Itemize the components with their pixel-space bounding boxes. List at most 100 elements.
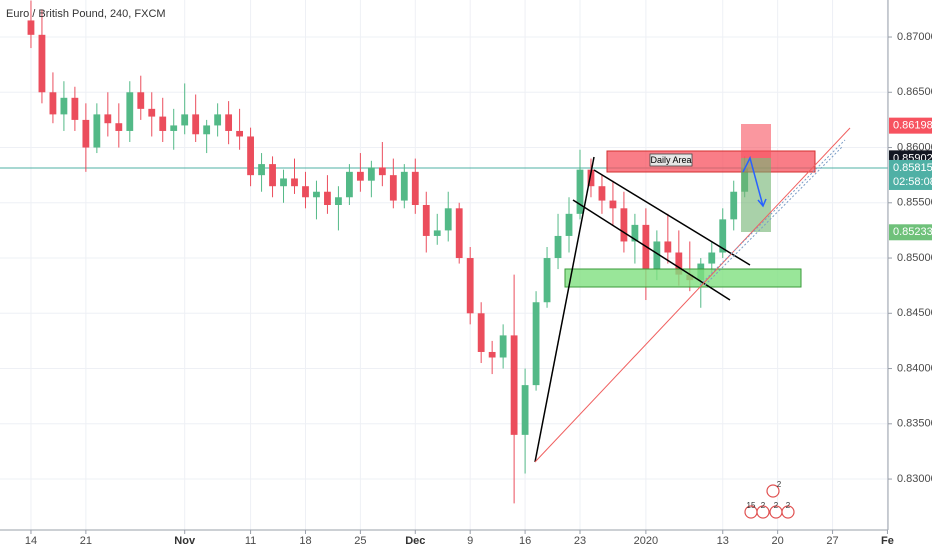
candle-body — [488, 351, 496, 358]
candle-body — [302, 186, 309, 198]
candle-body — [335, 197, 342, 205]
price-label: 0.85233 — [893, 226, 932, 238]
x-tick-label: 11 — [245, 535, 256, 547]
candle-body — [27, 20, 35, 35]
stop-loss-box — [741, 124, 771, 158]
event-badge-count: 2 — [777, 480, 782, 489]
x-tick-label: 16 — [519, 535, 531, 547]
candle-body — [367, 167, 375, 181]
price-label-box — [889, 224, 932, 241]
candle-body — [499, 335, 507, 358]
x-tick-label: 2020 — [634, 535, 658, 547]
candle-body — [170, 125, 178, 131]
x-tick-label: 27 — [826, 535, 838, 547]
annotation-label: Daily Area — [650, 155, 691, 165]
candle-body — [291, 178, 298, 187]
trend-line — [704, 146, 843, 286]
event-badge-count: 2 — [774, 501, 779, 510]
candle-body — [192, 114, 200, 135]
candle-body — [730, 191, 738, 220]
candle-body — [598, 186, 606, 201]
candle-body — [620, 208, 628, 242]
candle-body — [631, 224, 639, 242]
candle-body — [71, 97, 79, 120]
price-label: 0.85815 — [893, 162, 932, 174]
candle-body — [466, 258, 474, 314]
candle-body — [148, 108, 156, 117]
price-countdown: 02:58:08 — [893, 176, 932, 188]
candle-body — [653, 241, 661, 270]
candle-body — [576, 169, 584, 214]
candle-body — [126, 92, 134, 131]
candle-body — [708, 252, 716, 264]
candle-body — [60, 97, 68, 115]
candle-body — [510, 335, 518, 435]
event-badge-count: 2 — [786, 501, 791, 510]
take-profit-box — [741, 158, 771, 232]
candle-body — [104, 114, 112, 124]
x-tick-label: Nov — [174, 535, 196, 547]
candle-body — [236, 130, 244, 137]
event-badge — [781, 505, 795, 519]
axes: 14 21 Nov 11 18 25 Dec 9 16 23 2020 13 20 27 Fe 0.8700 0… — [25, 31, 932, 547]
candle-body — [247, 136, 254, 176]
candles — [27, 0, 749, 504]
candle-body — [455, 208, 463, 259]
candle-body — [444, 208, 452, 231]
candle-body — [422, 204, 430, 236]
candle-body — [675, 252, 683, 275]
support-zone — [564, 268, 802, 288]
candle-body — [587, 169, 595, 187]
candle-body — [38, 34, 46, 93]
drawings: Daily Area — [534, 124, 851, 463]
candle-body — [93, 114, 101, 148]
price-label-box — [889, 159, 932, 190]
candle-body — [565, 213, 573, 236]
projection-arrow — [742, 155, 764, 207]
candle-body — [521, 385, 529, 435]
x-tick-label: Fe — [881, 535, 894, 547]
x-tick-label: 20 — [772, 535, 784, 547]
x-tick-label: 18 — [299, 535, 311, 547]
price-label: 0.86198 — [893, 120, 932, 132]
chart-title: Euro / British Pound, 240, FXCM — [6, 8, 166, 20]
candle-body — [543, 258, 551, 303]
candle-body — [433, 230, 441, 236]
candle-body — [411, 171, 419, 205]
candle-body — [82, 119, 90, 148]
event-badge — [756, 505, 770, 519]
event-badge-count: 2 — [761, 501, 766, 510]
event-badge — [766, 484, 780, 498]
candle-body — [664, 241, 672, 253]
resistance-zone — [606, 150, 816, 173]
candle-body — [389, 175, 397, 201]
x-tick-label: 23 — [574, 535, 586, 547]
candle-body — [378, 167, 386, 176]
x-tick-label: 25 — [354, 535, 366, 547]
candle-body — [400, 171, 408, 201]
candle-body — [477, 313, 485, 352]
candle-body — [345, 171, 353, 198]
candle-body — [203, 125, 211, 135]
x-tick-label: 21 — [80, 535, 92, 547]
projection-arrow-head — [757, 198, 767, 208]
candle-body — [313, 191, 320, 198]
candle-body — [49, 92, 57, 115]
x-tick-label: Dec — [405, 535, 425, 547]
candle-body — [554, 235, 562, 259]
event-badges: 215 2 2 2 — [744, 480, 795, 519]
x-tick-label: 9 — [467, 535, 473, 547]
trend-line — [593, 169, 751, 266]
candle-body — [225, 114, 233, 131]
candle-body — [258, 164, 265, 176]
candle-body — [532, 302, 540, 386]
x-tick-label: 13 — [717, 535, 729, 547]
